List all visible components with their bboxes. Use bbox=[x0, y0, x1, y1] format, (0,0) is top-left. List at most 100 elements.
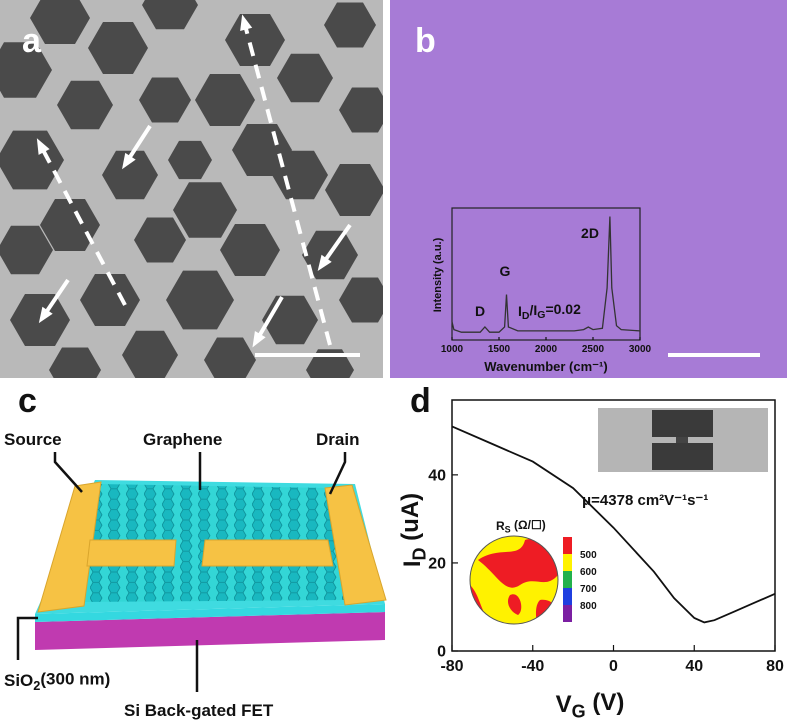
graphene-domain bbox=[0, 225, 53, 275]
graphene-domain bbox=[204, 337, 256, 378]
ratio-label: ID/IG=0.02 bbox=[518, 301, 581, 322]
source-label: Source bbox=[4, 430, 62, 449]
wafer-map bbox=[469, 535, 559, 625]
arrow-head bbox=[317, 254, 332, 272]
colorbar-tick-label: 800 bbox=[580, 601, 597, 612]
graphene-domain bbox=[324, 2, 376, 48]
text-part: D bbox=[409, 547, 429, 560]
arrow-head bbox=[240, 14, 253, 31]
colorbar-tick-label: 600 bbox=[580, 567, 597, 578]
wafer-region bbox=[478, 539, 558, 588]
arrow-head bbox=[252, 330, 266, 348]
oxide-layer bbox=[35, 604, 385, 622]
arrow bbox=[126, 124, 152, 162]
graphene-domain bbox=[166, 270, 234, 330]
graphene-domain bbox=[88, 22, 148, 74]
arrow bbox=[256, 295, 284, 340]
text-part: I bbox=[399, 560, 426, 567]
graphene-domain bbox=[30, 0, 90, 44]
text-part: R bbox=[496, 519, 505, 533]
text-part: I bbox=[518, 303, 522, 319]
colorbar-segment bbox=[563, 588, 572, 605]
arrow bbox=[322, 223, 352, 264]
colorbar-tick-label: 500 bbox=[580, 550, 597, 561]
dashed-arrow bbox=[40, 147, 127, 306]
graphene-domain bbox=[142, 0, 198, 30]
leader-line bbox=[328, 452, 347, 495]
text-part: SiO bbox=[4, 671, 33, 690]
graphene-domain bbox=[102, 150, 158, 200]
graphene-domain bbox=[80, 274, 140, 326]
panel-label: b bbox=[415, 22, 436, 60]
graphene-domain bbox=[134, 217, 186, 263]
graphene-domain bbox=[168, 140, 212, 180]
colorbar-tick-label: 700 bbox=[580, 584, 597, 595]
text-part: (Ω/☐) bbox=[511, 518, 546, 532]
graphene-domain bbox=[325, 164, 383, 216]
dashed-arrow bbox=[243, 24, 332, 346]
graphene-domain bbox=[232, 124, 292, 176]
text-part: 2 bbox=[33, 678, 40, 693]
device-diagram bbox=[16, 452, 387, 692]
x-axis-label: VG (V) bbox=[556, 689, 625, 721]
graphene-domain bbox=[173, 182, 237, 238]
oxide-label: SiO2(300 nm) bbox=[4, 670, 110, 693]
photo-channel bbox=[676, 437, 688, 443]
graphene-domain bbox=[277, 53, 333, 103]
y-axis-label: Intensity (a.u.) bbox=[432, 237, 444, 312]
drain-label: Drain bbox=[316, 430, 359, 449]
y-tick-label: 40 bbox=[428, 467, 446, 484]
y-tick-label: 20 bbox=[428, 556, 446, 573]
graphene-domain bbox=[339, 277, 383, 323]
arrow bbox=[43, 278, 70, 316]
x-tick-label: 2000 bbox=[535, 344, 558, 355]
graphene-domain bbox=[122, 330, 178, 378]
wafer-region bbox=[507, 594, 522, 615]
graphene-domain bbox=[139, 77, 191, 123]
drain-arm bbox=[201, 539, 334, 567]
mobility-label: μ=4378 cm²V⁻¹s⁻¹ bbox=[582, 492, 708, 509]
y-tick-label: 0 bbox=[437, 644, 446, 661]
text-part: S bbox=[505, 525, 511, 535]
graphene-domain bbox=[220, 224, 280, 276]
graphene-domain bbox=[57, 80, 113, 130]
leader-line bbox=[16, 616, 38, 660]
source-electrode bbox=[37, 481, 102, 613]
wafer-outline bbox=[469, 535, 559, 625]
graphene-domain bbox=[195, 74, 255, 126]
text-part: D bbox=[522, 310, 530, 322]
x-tick-label: 40 bbox=[685, 658, 703, 675]
x-tick-label: 2500 bbox=[582, 344, 605, 355]
x-tick-label: 1000 bbox=[441, 344, 464, 355]
source-arm bbox=[86, 539, 177, 567]
leader-line bbox=[53, 452, 83, 493]
graphene-label: Graphene bbox=[143, 430, 222, 449]
graphene-domain bbox=[0, 42, 52, 98]
x-tick-label: -80 bbox=[440, 658, 463, 675]
panel-label: a bbox=[22, 22, 42, 60]
optical-image bbox=[390, 0, 787, 378]
text-part: (uA) bbox=[397, 493, 424, 548]
text-part: G bbox=[572, 701, 586, 721]
peak-label: G bbox=[500, 263, 511, 279]
si-layer bbox=[35, 612, 385, 650]
colorbar-segment bbox=[563, 554, 572, 571]
text-part: V bbox=[556, 691, 572, 718]
graphene-domain bbox=[339, 87, 383, 133]
arrow-head bbox=[122, 152, 136, 170]
drain-electrode bbox=[324, 484, 387, 606]
x-tick-label: 1500 bbox=[488, 344, 511, 355]
graphene-domain bbox=[49, 347, 101, 378]
panel-label: d bbox=[410, 382, 431, 420]
peak-label: D bbox=[475, 303, 485, 319]
graphene-domain bbox=[225, 14, 285, 66]
data-line bbox=[451, 216, 641, 333]
peak-label: 2D bbox=[581, 225, 599, 241]
text-part: G bbox=[537, 309, 545, 321]
x-tick-label: 80 bbox=[766, 658, 784, 675]
colorbar-segment bbox=[563, 537, 572, 554]
device-photo bbox=[598, 408, 768, 472]
colorbar-title: RS (Ω/☐) bbox=[496, 518, 546, 535]
wafer-region bbox=[535, 599, 556, 624]
